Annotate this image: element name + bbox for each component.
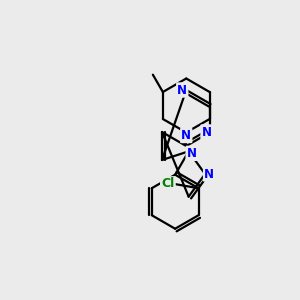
Text: N: N (202, 125, 212, 139)
Text: Cl: Cl (161, 177, 175, 190)
Text: N: N (181, 129, 191, 142)
Text: N: N (177, 83, 187, 97)
Text: N: N (204, 167, 214, 181)
Text: N: N (187, 147, 196, 160)
